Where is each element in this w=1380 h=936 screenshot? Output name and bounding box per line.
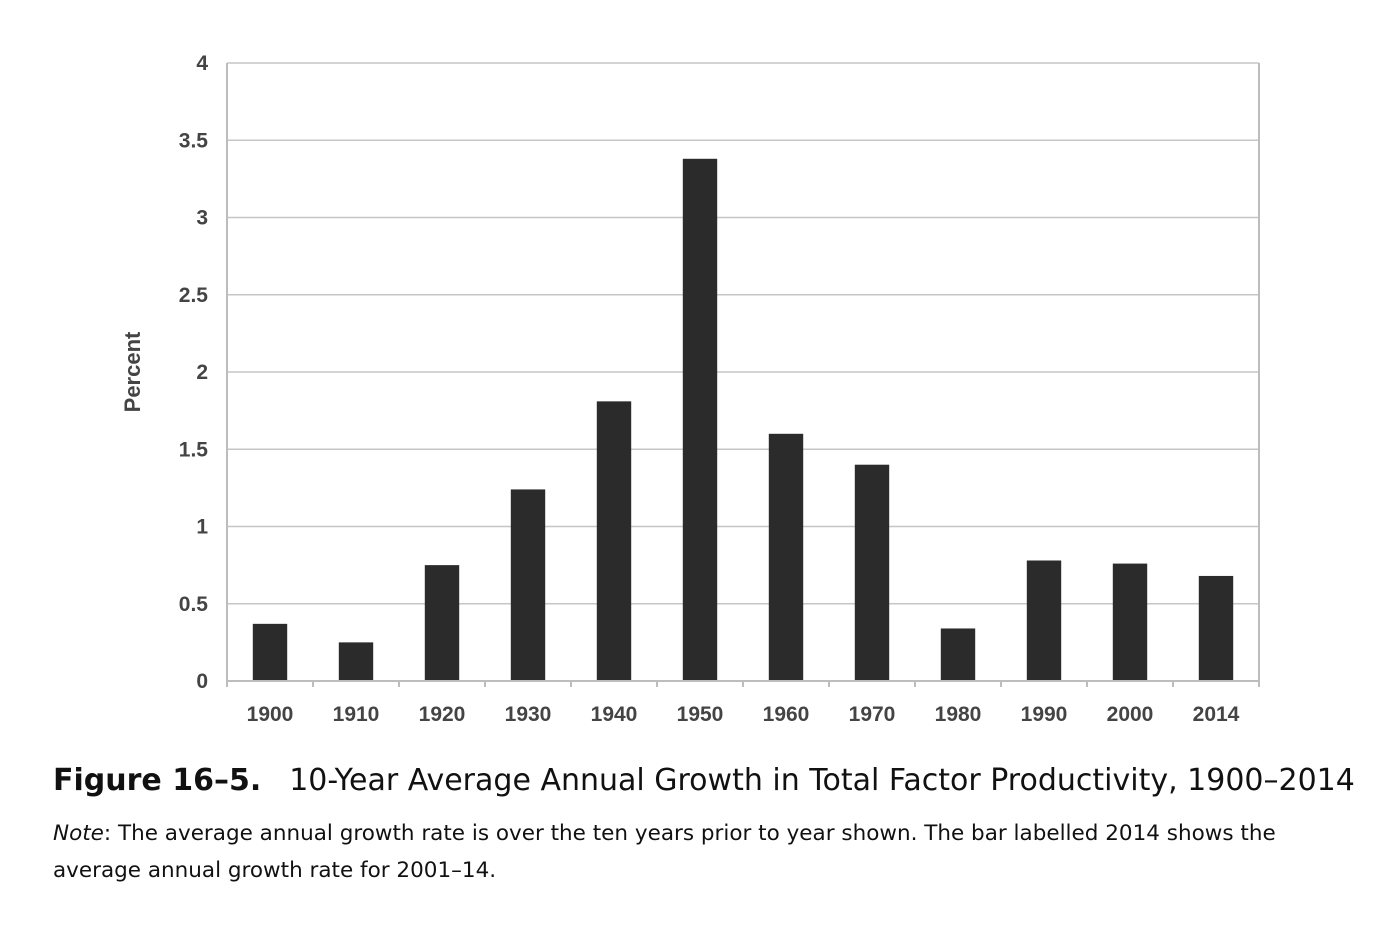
x-tick-labels: 1900 1910 1920 1930 1940 1950 1960 1970 1980 1990… [247,703,1240,726]
bar-chart: 00.511.522.533.54 1900 1910 1920 1930 1940 19… [120,52,1260,726]
y-tick-label: 2 [196,361,208,384]
x-tick-label: 1950 [677,703,724,726]
y-tick-label: 1 [196,516,208,539]
bar-2014 [1198,575,1234,681]
y-tick-label: 0 [196,670,208,693]
figure-title: 10-Year Average Annual Growth in Total F… [289,763,1355,798]
figure-note: Note: The average annual growth rate is … [53,815,1343,889]
y-tick-label: 3.5 [179,129,209,152]
x-tick-label: 1920 [419,703,466,726]
bars [252,158,1234,682]
bar-1940 [596,401,632,681]
x-tick-label: 1930 [505,703,552,726]
x-tick-label: 2000 [1107,703,1154,726]
y-tick-label: 3 [196,207,208,230]
bar-2000 [1112,563,1148,681]
bar-1970 [854,464,890,681]
bar-1950 [682,158,718,682]
x-tick-label: 1910 [333,703,380,726]
y-tick-label: 1.5 [179,438,209,461]
x-tick-label: 2014 [1193,703,1240,726]
bar-1910 [338,642,374,681]
axes [226,63,1260,687]
y-tick-label: 0.5 [179,593,209,616]
figure-caption: Figure 16–5. 10-Year Average Annual Growt… [53,763,1355,798]
x-tick-label: 1900 [247,703,294,726]
y-tick-label: 2.5 [179,284,209,307]
x-tick-label: 1990 [1021,703,1068,726]
x-tick-label: 1980 [935,703,982,726]
y-tick-labels: 0 0.5 1 1.5 2 2.5 3 3.5 4 [179,52,209,693]
bar-1980 [940,628,976,681]
y-tick-label: 4 [196,52,208,75]
x-tick-label: 1970 [849,703,896,726]
figure-label: Figure 16–5. [53,763,262,798]
note-text: : The average annual growth rate is over… [53,821,1276,883]
note-label: Note [53,821,104,846]
bar-1990 [1026,560,1062,681]
x-tick-label: 1960 [763,703,810,726]
y-axis-title: Percent [120,331,145,412]
bar-1920 [424,565,460,681]
bar-1960 [768,433,804,681]
bar-1900 [252,623,288,681]
x-tick-label: 1940 [591,703,638,726]
bar-1930 [510,489,546,681]
gridlines [227,62,1259,605]
